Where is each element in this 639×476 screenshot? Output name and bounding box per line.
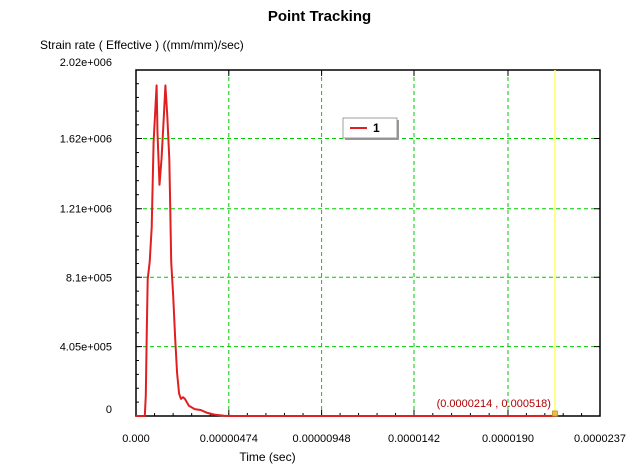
x-tick-label: 0.0000237: [574, 433, 626, 445]
probe-marker[interactable]: [552, 410, 558, 417]
y-tick-label: 1.21e+006: [60, 204, 112, 216]
axis-ticks: 0.000 0.00000474 0.00000948 0.0000142 0.0000…: [60, 57, 626, 445]
y-tick-label: 0: [106, 404, 112, 416]
x-tick-label: 0.00000474: [200, 433, 258, 445]
chart-title: Point Tracking: [267, 8, 372, 25]
probe-value-label: (0.0000214 , 0.000518): [437, 398, 551, 410]
x-axis-label-wrap: Time (sec): [0, 450, 639, 464]
series-line-1: [136, 84, 556, 417]
legend-label-1: 1: [373, 121, 380, 135]
y-tick-label: 8.1e+005: [66, 272, 112, 284]
y-tick-label: 1.62e+006: [60, 134, 112, 146]
y-tick-label: 4.05e+005: [60, 342, 112, 354]
legend[interactable]: 1: [342, 117, 399, 140]
x-tick-label: 0.0000142: [388, 433, 440, 445]
x-tick-label: 0.000: [122, 433, 150, 445]
x-tick-label: 0.00000948: [293, 433, 351, 445]
legend-box[interactable]: [342, 117, 398, 139]
y-tick-label: 2.02e+006: [60, 57, 112, 69]
y-axis-label: Strain rate ( Effective ) ((mm/mm)/sec): [40, 38, 244, 52]
probe-layer[interactable]: (0.0000214 , 0.000518): [437, 70, 558, 417]
x-tick-label: 0.0000190: [482, 433, 534, 445]
x-axis-label: Time (sec): [239, 450, 296, 464]
series-layer: [136, 84, 556, 417]
